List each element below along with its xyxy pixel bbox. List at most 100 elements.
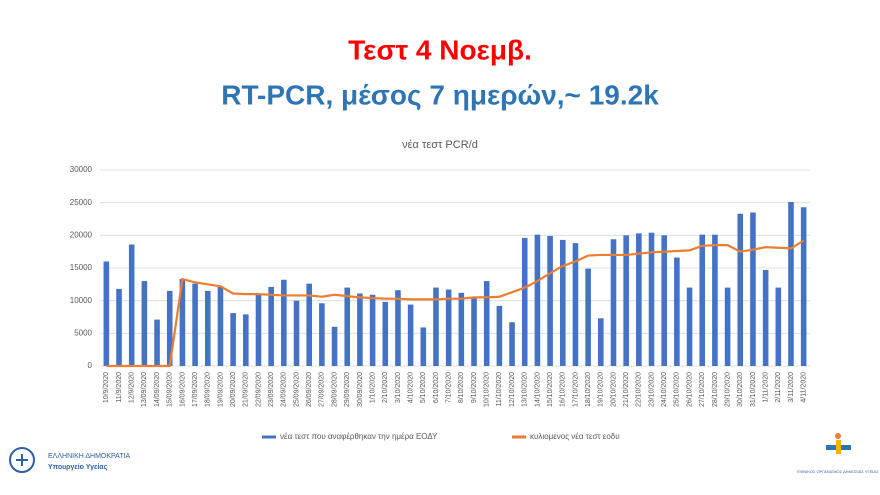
bar (230, 313, 236, 366)
y-tick-label: 30000 (70, 165, 93, 174)
x-tick-label: 28/09/2020 (331, 372, 338, 407)
x-tick-label: 25/10/2020 (674, 372, 681, 407)
bar (572, 243, 579, 366)
logo-text: ΕΛΛΗΝΙΚΗ ΔΗΜΟΚΡΑΤΙΑ (48, 453, 131, 460)
x-tick-label: 29/09/2020 (344, 372, 351, 407)
x-tick-label: 8/10/2020 (458, 372, 465, 403)
bar (420, 327, 427, 366)
x-tick-label: 5/10/2020 (420, 372, 427, 403)
bar (712, 234, 718, 366)
x-tick-label: 30/09/2020 (357, 372, 364, 407)
x-tick-label: 1/10/2020 (369, 372, 376, 403)
x-tick-label: 22/09/2020 (255, 372, 262, 407)
bar (154, 319, 160, 366)
x-tick-label: 12/10/2020 (509, 372, 516, 407)
x-tick-label: 18/10/2020 (585, 372, 592, 407)
bar (407, 304, 414, 366)
x-tick-label: 31/10/2020 (750, 372, 757, 407)
x-tick-label: 28/10/2020 (712, 372, 719, 407)
bar (699, 234, 706, 366)
x-tick-label: 1/11/2020 (762, 372, 769, 403)
x-tick-label: 26/10/2020 (686, 372, 693, 407)
y-tick-label: 25000 (70, 198, 93, 207)
bar (686, 287, 693, 366)
bar (141, 281, 148, 366)
bar (369, 294, 376, 366)
bar (445, 289, 452, 366)
bar (610, 239, 617, 366)
line (106, 239, 805, 368)
bar (179, 279, 186, 366)
bar (636, 233, 642, 366)
bar (762, 269, 769, 366)
x-tick-label: 16/09/2020 (179, 372, 186, 407)
y-tick-label: 15000 (70, 263, 93, 272)
x-tick-label: 20/09/2020 (230, 372, 237, 407)
y-tick-label: 0 (88, 361, 93, 370)
bar (471, 298, 477, 366)
x-tick-label: 22/10/2020 (636, 372, 643, 407)
x-tick-label: 26/09/2020 (306, 372, 313, 407)
bar (255, 294, 262, 366)
bar (103, 261, 110, 366)
logo-text: ΕΘΝΙΚΟΣ ΟΡΓΑΝΙΣΜΟΣ ΔΗΜΟΣΙΑΣ ΥΓΕΙΑΣ (797, 469, 879, 474)
x-tick-label: 27/09/2020 (319, 372, 326, 407)
bar (509, 322, 515, 366)
legend-label: νέα τεστ που αναφέρθηκαν την ημέρα ΕΟΔΥ (280, 432, 438, 441)
bar (357, 293, 363, 366)
x-tick-label: 29/10/2020 (724, 372, 731, 407)
x-tick-label: 11/10/2020 (496, 372, 503, 407)
bar (166, 290, 173, 366)
x-tick-label: 24/10/2020 (661, 372, 668, 407)
x-tick-label: 17/10/2020 (572, 372, 579, 407)
x-tick-label: 17/09/2020 (192, 372, 199, 407)
bar (395, 290, 401, 366)
x-tick-label: 3/11/2020 (788, 372, 795, 403)
left-logo (9, 447, 35, 473)
bar (458, 292, 465, 366)
bar (496, 305, 503, 366)
x-tick-label: 20/10/2020 (610, 372, 617, 407)
bar (319, 303, 325, 366)
bar (674, 257, 680, 366)
x-tick-label: 2/10/2020 (382, 372, 389, 403)
bar (116, 288, 122, 366)
x-tick-label: 3/10/2020 (395, 372, 402, 403)
bar (534, 234, 541, 366)
x-tick-label: 10/9/2020 (103, 372, 110, 403)
subheading: RT-PCR, μέσος 7 ημερών,~ 19.2k (221, 79, 659, 110)
bar (547, 235, 553, 366)
x-tick-label: 30/10/2020 (737, 372, 744, 407)
x-tick-label: 11/9/2020 (116, 372, 123, 403)
x-tick-label: 19/09/2020 (217, 372, 224, 407)
logo-text: Υπουργείο Υγείας (48, 464, 108, 471)
x-tick-label: 19/10/2020 (598, 372, 605, 407)
bar (750, 212, 756, 366)
x-tick-label: 4/10/2020 (407, 372, 414, 403)
bar (293, 300, 300, 366)
x-tick-label: 12/9/2020 (129, 372, 136, 403)
x-tick-label: 21/10/2020 (623, 372, 630, 407)
right-logo (826, 433, 851, 454)
bar (268, 286, 274, 366)
bar (724, 287, 731, 366)
bar (331, 326, 338, 366)
x-tick-label: 15/09/2020 (167, 372, 174, 407)
x-tick-label: 23/09/2020 (268, 372, 275, 407)
bar (788, 202, 794, 366)
bar (585, 268, 591, 366)
bar (648, 232, 655, 366)
y-tick-label: 10000 (70, 296, 93, 305)
x-tick-label: 7/10/2020 (446, 372, 453, 403)
heading: Τεστ 4 Νοεμβ. (348, 34, 532, 65)
x-tick-label: 14/09/2020 (154, 372, 161, 407)
legend-label: κυλιομενος νέα τεστ εοδυ (530, 432, 620, 441)
x-tick-label: 4/11/2020 (801, 372, 808, 403)
x-tick-label: 2/11/2020 (775, 372, 782, 403)
y-tick-label: 5000 (74, 328, 92, 337)
bar (243, 314, 249, 366)
x-tick-label: 16/10/2020 (560, 372, 567, 407)
bar (598, 318, 604, 366)
bar (281, 279, 287, 366)
